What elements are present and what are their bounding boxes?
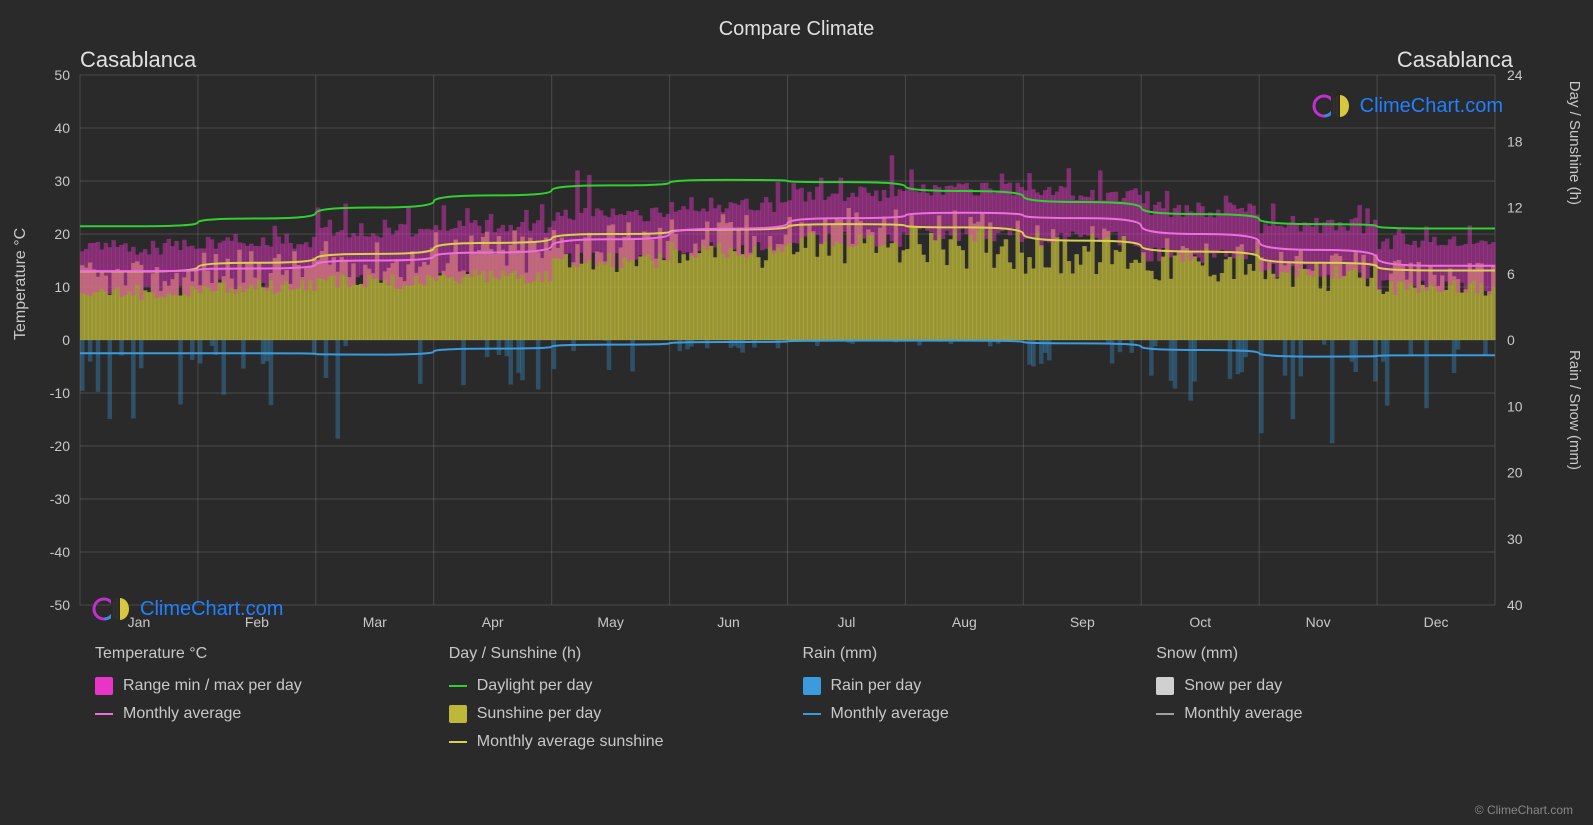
svg-text:50: 50 bbox=[54, 67, 70, 83]
legend-line-icon bbox=[449, 685, 467, 687]
legend-line-icon bbox=[803, 713, 821, 715]
svg-text:0: 0 bbox=[1507, 332, 1515, 348]
legend-swatch-icon bbox=[1156, 677, 1174, 695]
svg-text:May: May bbox=[597, 614, 623, 630]
svg-text:Aug: Aug bbox=[952, 614, 977, 630]
chart-svg: -50-40-30-20-1001020304050JanFebMarAprMa… bbox=[80, 75, 1495, 605]
legend-label: Rain per day bbox=[831, 677, 922, 695]
svg-text:Nov: Nov bbox=[1306, 614, 1331, 630]
legend-column: Snow (mm) Snow per day Monthly average bbox=[1141, 645, 1495, 761]
legend-item: Monthly average bbox=[95, 705, 434, 723]
legend-label: Sunshine per day bbox=[477, 705, 602, 723]
legend-swatch-icon bbox=[803, 677, 821, 695]
legend-label: Daylight per day bbox=[477, 677, 593, 695]
legend-item: Range min / max per day bbox=[95, 677, 434, 695]
svg-text:40: 40 bbox=[1507, 597, 1523, 613]
svg-text:-10: -10 bbox=[50, 385, 70, 401]
legend-line-icon bbox=[449, 741, 467, 743]
svg-text:20: 20 bbox=[1507, 465, 1523, 481]
legend-header: Snow (mm) bbox=[1156, 645, 1495, 663]
legend-label: Monthly average sunshine bbox=[477, 733, 664, 751]
climate-chart-container: Compare Climate Casablanca Casablanca Te… bbox=[0, 0, 1593, 825]
legend-swatch-icon bbox=[95, 677, 113, 695]
legend-column: Temperature °C Range min / max per day Mon… bbox=[80, 645, 434, 761]
legend-line-icon bbox=[95, 713, 113, 715]
legend-label: Monthly average bbox=[1184, 705, 1302, 723]
svg-text:Jul: Jul bbox=[838, 614, 856, 630]
legend-label: Monthly average bbox=[123, 705, 241, 723]
svg-text:40: 40 bbox=[54, 120, 70, 136]
svg-text:-30: -30 bbox=[50, 491, 70, 507]
watermark-bottom-left: ClimeChart.com bbox=[92, 595, 283, 623]
svg-text:-50: -50 bbox=[50, 597, 70, 613]
watermark-text: ClimeChart.com bbox=[140, 598, 283, 621]
svg-text:6: 6 bbox=[1507, 266, 1515, 282]
climechart-logo-icon bbox=[1312, 92, 1352, 120]
legend-column: Rain (mm) Rain per day Monthly average bbox=[788, 645, 1142, 761]
city-label-right: Casablanca bbox=[1397, 47, 1513, 73]
y-axis-label-temperature: Temperature °C bbox=[12, 228, 30, 340]
svg-text:30: 30 bbox=[54, 173, 70, 189]
city-label-left: Casablanca bbox=[80, 47, 196, 73]
legend-item: Monthly average sunshine bbox=[449, 733, 788, 751]
y-axis-label-rain: Rain / Snow (mm) bbox=[1566, 350, 1583, 470]
climechart-logo-icon bbox=[92, 595, 132, 623]
legend-item: Monthly average bbox=[1156, 705, 1495, 723]
legend-item: Rain per day bbox=[803, 677, 1142, 695]
legend-item: Snow per day bbox=[1156, 677, 1495, 695]
legend-header: Rain (mm) bbox=[803, 645, 1142, 663]
legend-line-icon bbox=[1156, 713, 1174, 715]
chart-title: Compare Climate bbox=[0, 0, 1593, 41]
svg-text:10: 10 bbox=[1507, 398, 1523, 414]
svg-text:24: 24 bbox=[1507, 67, 1523, 83]
svg-text:12: 12 bbox=[1507, 200, 1523, 216]
svg-text:30: 30 bbox=[1507, 531, 1523, 547]
legend-header: Day / Sunshine (h) bbox=[449, 645, 788, 663]
legend-header: Temperature °C bbox=[95, 645, 434, 663]
svg-text:-40: -40 bbox=[50, 544, 70, 560]
y-axis-label-sunshine: Day / Sunshine (h) bbox=[1566, 81, 1583, 205]
chart-plot-area: -50-40-30-20-1001020304050JanFebMarAprMa… bbox=[80, 75, 1495, 605]
svg-text:Oct: Oct bbox=[1189, 614, 1211, 630]
copyright: © ClimeChart.com bbox=[1475, 803, 1573, 817]
legend-item: Monthly average bbox=[803, 705, 1142, 723]
svg-text:20: 20 bbox=[54, 226, 70, 242]
svg-text:Mar: Mar bbox=[363, 614, 387, 630]
legend-item: Daylight per day bbox=[449, 677, 788, 695]
legend-label: Range min / max per day bbox=[123, 677, 302, 695]
legend-swatch-icon bbox=[449, 705, 467, 723]
svg-text:-20: -20 bbox=[50, 438, 70, 454]
svg-text:Apr: Apr bbox=[482, 614, 504, 630]
legend-label: Monthly average bbox=[831, 705, 949, 723]
svg-text:0: 0 bbox=[62, 332, 70, 348]
svg-text:18: 18 bbox=[1507, 133, 1523, 149]
legend-item: Sunshine per day bbox=[449, 705, 788, 723]
svg-text:Jun: Jun bbox=[717, 614, 740, 630]
legend-label: Snow per day bbox=[1184, 677, 1282, 695]
watermark-text: ClimeChart.com bbox=[1360, 95, 1503, 118]
svg-text:Sep: Sep bbox=[1070, 614, 1095, 630]
legend-column: Day / Sunshine (h) Daylight per day Sunshi… bbox=[434, 645, 788, 761]
legend: Temperature °C Range min / max per day Mon… bbox=[80, 645, 1495, 761]
watermark-top-right: ClimeChart.com bbox=[1312, 92, 1503, 120]
svg-text:Dec: Dec bbox=[1424, 614, 1449, 630]
svg-text:10: 10 bbox=[54, 279, 70, 295]
